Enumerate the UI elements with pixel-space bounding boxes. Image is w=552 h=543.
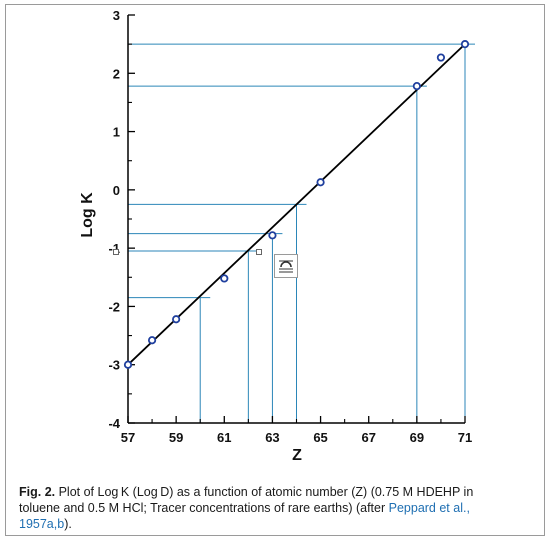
citation-link[interactable]: Peppard et al., [388, 501, 470, 515]
figure-caption: Fig. 2. Plot of Log K (Log D) as a funct… [19, 484, 539, 532]
y-tick-label: 3 [113, 8, 120, 23]
data-point [436, 53, 446, 62]
y-tick-label: -2 [108, 299, 120, 314]
chart: 57 59 61 63 65 67 69 71 -4 -3 -2 -1 0 1 2 3 Z Log K [79, 8, 475, 464]
x-axis-title: Z [292, 447, 302, 464]
axes [127, 14, 466, 424]
x-tick-label: 67 [361, 430, 375, 445]
reference-lines [128, 43, 475, 423]
x-tick-label: 61 [217, 430, 231, 445]
x-tick-label: 65 [313, 430, 327, 445]
data-point [147, 336, 157, 345]
layout-options-icon[interactable] [274, 254, 298, 278]
caption-figure-label: Fig. 2. [19, 485, 56, 499]
y-tick-label: -3 [108, 358, 120, 373]
fit-line [127, 43, 466, 366]
x-tick-label: 71 [458, 430, 472, 445]
data-point [220, 274, 229, 283]
x-tick-label: 59 [169, 430, 183, 445]
data-point [460, 40, 470, 49]
y-tick-label: 1 [113, 125, 120, 140]
y-tick-label: -4 [108, 416, 120, 431]
data-point [172, 315, 181, 324]
y-tick-label: 2 [113, 66, 120, 81]
x-tick-label: 69 [410, 430, 424, 445]
data-point [412, 82, 421, 91]
y-axis-title: Log K [79, 192, 96, 238]
figure-frame [5, 4, 545, 536]
caption-line-3-end: ). [64, 517, 72, 531]
x-tick-label: 57 [121, 430, 135, 445]
resize-handle-left[interactable] [113, 249, 119, 255]
caption-line-1: Plot of Log K (Log D) as a function of a… [55, 485, 474, 499]
data-points [123, 40, 470, 369]
data-point [268, 231, 277, 240]
y-tick-label: 0 [113, 183, 120, 198]
fit-line-group [127, 43, 466, 366]
caption-line-2: toluene and 0.5 M HCl; Tracer concentrat… [19, 501, 389, 515]
data-point [316, 178, 325, 187]
tick-labels: 57 59 61 63 65 67 69 71 -4 -3 -2 -1 0 1 2 3 [108, 8, 472, 445]
resize-handle-right[interactable] [256, 249, 262, 255]
citation-link-years[interactable]: 1957a,b [19, 517, 65, 531]
x-tick-label: 63 [265, 430, 279, 445]
y-tick-label: -1 [108, 241, 120, 256]
data-point [123, 360, 133, 369]
